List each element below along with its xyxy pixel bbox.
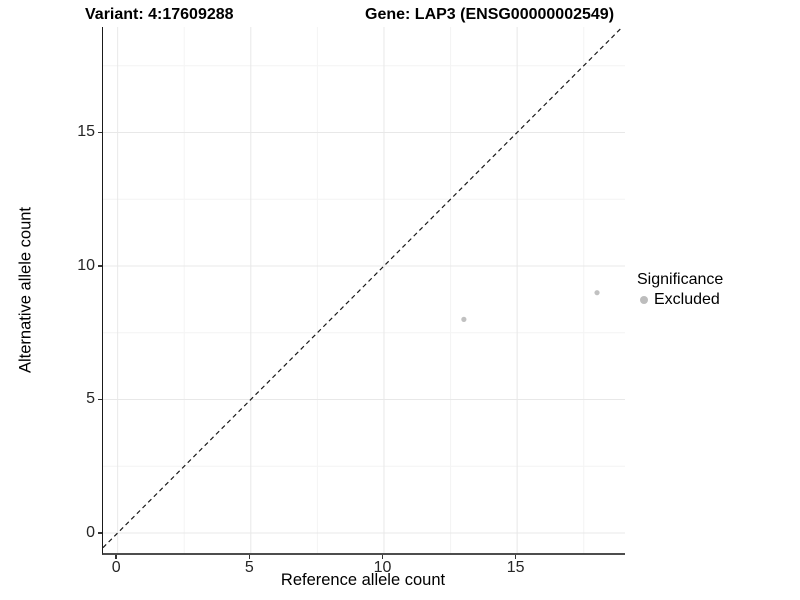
y-tick-label: 15 [77,123,95,141]
excluded-point-icon [640,295,648,304]
y-tick-label: 10 [77,256,95,274]
y-axis-title: Alternative allele count [16,206,35,374]
y-tick-mark [97,532,102,534]
plot-panel [101,27,625,555]
x-tick-label: 5 [244,559,254,576]
variant-title: Variant: 4:17609288 [85,6,234,23]
data-point [460,316,466,322]
data-point [593,290,600,296]
legend-item-label: Excluded [654,291,720,308]
gene-title: Gene: LAP3 (ENSG00000002549) [365,6,615,23]
x-tick-label: 10 [373,559,392,576]
x-tick-mark [514,555,517,559]
y-tick-label: 5 [86,390,95,408]
legend-title: Significance [637,271,724,288]
y-tick-mark [97,265,102,267]
x-axis-title: Reference allele count [280,571,446,589]
y-tick-label: 0 [86,523,95,541]
y-tick-mark [97,398,102,401]
x-tick-mark [248,555,251,559]
y-tick-mark [97,131,102,134]
identity-line [102,27,623,549]
plot-canvas [102,27,625,553]
x-tick-mark [115,555,117,559]
x-tick-label: 0 [111,559,121,576]
x-tick-mark [381,555,384,559]
legend: Significance Excluded [637,270,723,309]
legend-item-excluded: Excluded [637,290,723,309]
x-tick-label: 15 [506,559,525,576]
